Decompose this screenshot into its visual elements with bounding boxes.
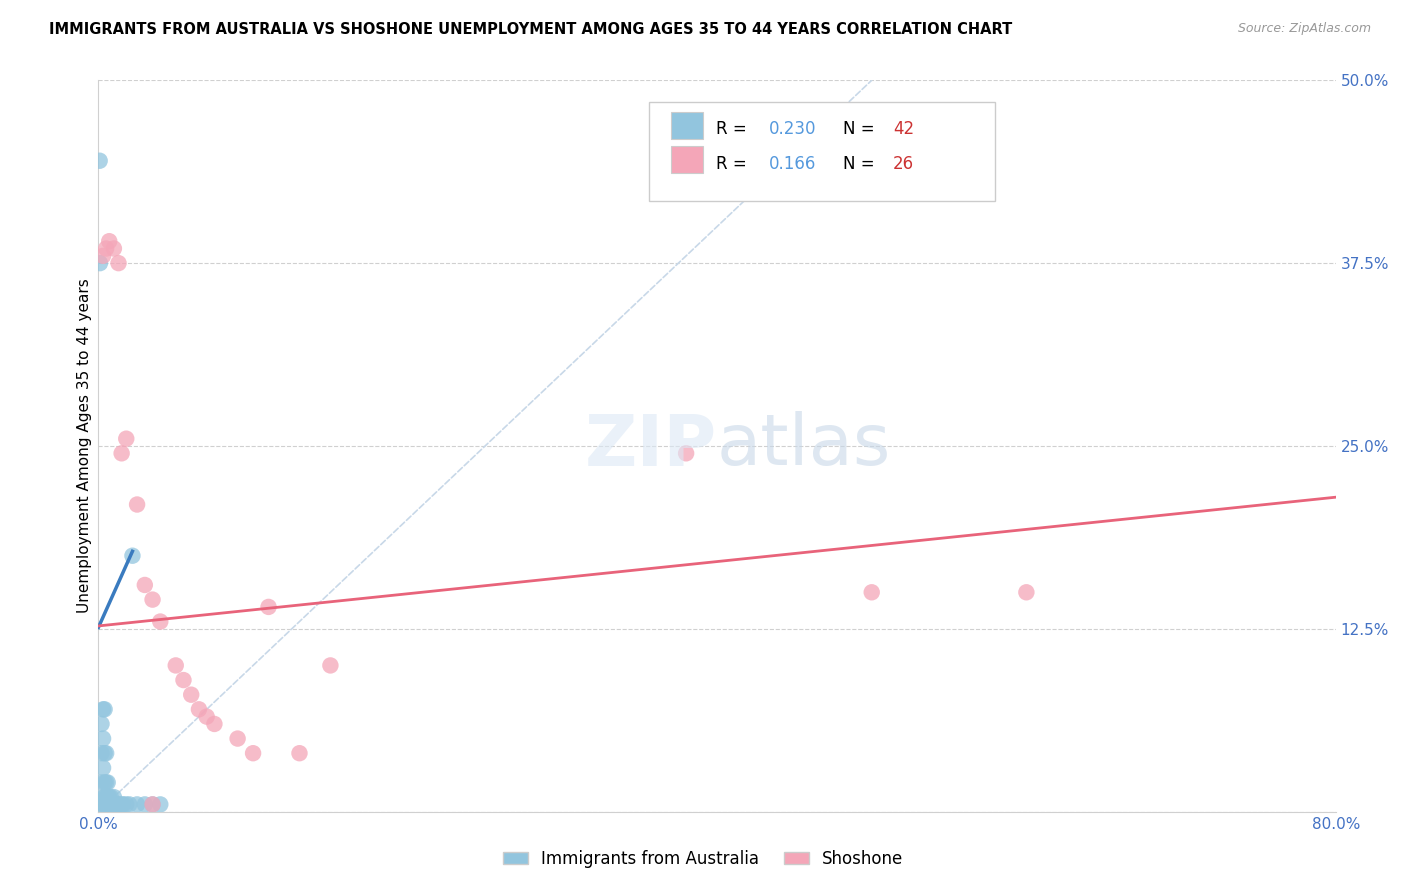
Point (100, 797, 122, 812)
Point (149, 797, 172, 812)
Point (93, 775, 115, 789)
Point (111, 797, 134, 812)
Point (97, 775, 120, 789)
Text: ZIP: ZIP (585, 411, 717, 481)
Point (204, 717, 226, 731)
Point (96, 746, 118, 760)
Text: 42: 42 (893, 120, 914, 138)
Point (103, 790, 125, 805)
Point (89, 256, 111, 270)
Point (93, 797, 115, 812)
Point (89, 153, 111, 168)
Point (97, 797, 120, 812)
Text: 26: 26 (893, 154, 914, 173)
Point (226, 731, 249, 746)
Point (101, 797, 124, 812)
Point (91, 731, 114, 746)
FancyBboxPatch shape (671, 146, 703, 173)
Point (96, 797, 118, 812)
Text: IMMIGRANTS FROM AUSTRALIA VS SHOSHONE UNEMPLOYMENT AMONG AGES 35 TO 44 YEARS COR: IMMIGRANTS FROM AUSTRALIA VS SHOSHONE UN… (49, 22, 1012, 37)
Point (96, 775, 118, 789)
Text: N =: N = (844, 120, 880, 138)
Text: 0.166: 0.166 (769, 154, 817, 173)
Point (142, 592, 165, 607)
FancyBboxPatch shape (671, 112, 703, 139)
Point (93, 790, 115, 805)
Text: R =: R = (716, 120, 752, 138)
Point (142, 797, 165, 812)
Point (134, 797, 156, 812)
Point (91, 249, 114, 263)
Legend: Immigrants from Australia, Shoshone: Immigrants from Australia, Shoshone (496, 844, 910, 875)
Point (127, 498, 149, 512)
Point (91, 761, 114, 775)
Point (103, 242, 125, 256)
Point (118, 797, 141, 812)
Text: atlas: atlas (717, 411, 891, 481)
Point (105, 797, 128, 812)
Point (98, 797, 121, 812)
Point (93, 702, 115, 716)
Point (1015, 585, 1038, 599)
Point (149, 615, 172, 629)
Y-axis label: Unemployment Among Ages 35 to 44 years: Unemployment Among Ages 35 to 44 years (77, 278, 91, 614)
Text: Source: ZipAtlas.com: Source: ZipAtlas.com (1237, 22, 1371, 36)
Point (288, 746, 311, 760)
Point (91, 790, 114, 805)
Point (127, 797, 149, 812)
Point (115, 797, 138, 812)
Point (860, 585, 883, 599)
Point (96, 790, 118, 805)
Point (195, 709, 218, 723)
Point (142, 797, 165, 812)
Point (98, 234, 121, 248)
Point (96, 242, 118, 256)
Point (112, 797, 135, 812)
Point (180, 688, 202, 702)
Point (115, 432, 138, 446)
Point (257, 599, 280, 614)
Point (90, 775, 112, 789)
Point (91, 702, 114, 716)
Point (107, 797, 129, 812)
Point (134, 578, 156, 592)
Text: 0.230: 0.230 (769, 120, 817, 138)
Point (98, 790, 121, 805)
Point (90, 797, 112, 812)
Point (91, 797, 114, 812)
Point (111, 446, 134, 460)
Point (100, 790, 122, 805)
Point (165, 658, 187, 673)
Text: N =: N = (844, 154, 880, 173)
Point (188, 702, 211, 716)
Point (121, 549, 143, 563)
Point (90, 717, 112, 731)
Point (104, 797, 127, 812)
FancyBboxPatch shape (650, 103, 995, 201)
Point (93, 746, 115, 760)
Point (242, 746, 264, 760)
Point (107, 256, 129, 270)
Point (103, 797, 125, 812)
Point (675, 446, 697, 460)
Point (90, 746, 112, 760)
Text: R =: R = (716, 154, 752, 173)
Point (173, 673, 195, 687)
Point (97, 790, 120, 805)
Point (319, 658, 342, 673)
